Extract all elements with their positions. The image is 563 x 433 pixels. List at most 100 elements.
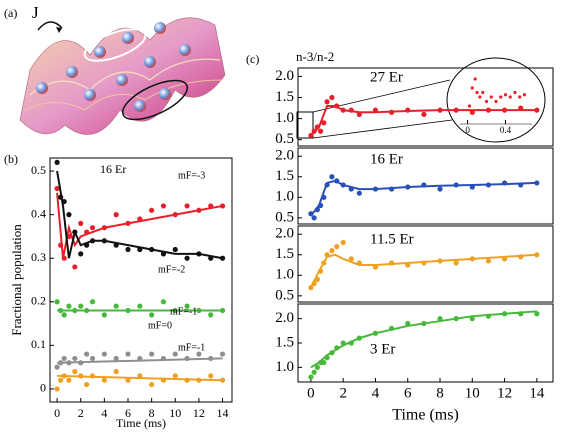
y-tick-label: 2.0 <box>275 226 294 242</box>
x-tick-label: 6 <box>125 406 131 420</box>
data-point <box>485 107 492 113</box>
data-point <box>89 373 96 379</box>
data-point <box>481 90 485 95</box>
data-point <box>324 99 330 105</box>
panel-label: (c) <box>246 52 259 66</box>
data-point <box>219 203 226 209</box>
data-point <box>172 246 178 253</box>
data-point <box>340 340 346 346</box>
annotation: 16 Er <box>370 151 403 167</box>
data-point <box>137 355 143 362</box>
data-point <box>348 107 354 113</box>
data-point <box>72 229 78 235</box>
data-point <box>489 95 493 99</box>
data-point <box>324 252 330 258</box>
data-point <box>518 311 524 317</box>
data-point <box>208 355 214 362</box>
data-point <box>54 159 60 165</box>
data-point <box>101 377 107 383</box>
x-tick-label: 14 <box>529 385 545 401</box>
data-point <box>437 258 443 264</box>
data-point <box>58 307 64 314</box>
data-point <box>208 373 214 379</box>
data-point <box>405 107 411 113</box>
plot-frame <box>49 157 233 403</box>
data-point <box>149 207 155 213</box>
data-point <box>534 311 540 317</box>
data-point <box>475 90 479 95</box>
data-point <box>84 381 90 388</box>
data-point <box>72 368 78 375</box>
data-point <box>485 313 492 319</box>
series-label: mF=-3 <box>178 170 205 181</box>
data-point <box>329 94 335 101</box>
x-tick-label: 2 <box>78 406 84 420</box>
data-point <box>58 194 64 200</box>
data-point <box>219 307 226 314</box>
data-point <box>534 252 540 258</box>
x-tick-label: 14 <box>217 406 229 420</box>
data-point <box>469 109 475 115</box>
data-point <box>518 95 522 99</box>
data-point <box>125 220 131 226</box>
data-point <box>478 95 482 99</box>
data-point <box>329 248 335 254</box>
y-tick-label: 1.5 <box>275 246 294 262</box>
data-point <box>66 360 72 366</box>
x-tick-label: 12 <box>193 406 205 420</box>
data-point <box>372 264 379 270</box>
y-tick-label: 0.5 <box>275 131 294 147</box>
data-point <box>485 182 492 188</box>
data-point <box>534 180 540 186</box>
annotation: 16 Er <box>100 162 126 176</box>
data-point <box>518 182 524 188</box>
data-point <box>494 99 498 104</box>
data-point <box>208 203 214 209</box>
data-point <box>160 355 167 362</box>
data-point <box>184 355 190 362</box>
data-point <box>321 120 327 126</box>
data-point <box>389 109 395 115</box>
data-point <box>184 303 190 309</box>
data-point <box>522 93 527 97</box>
data-point <box>54 386 60 392</box>
data-point <box>324 355 330 361</box>
data-point <box>78 373 84 379</box>
x-tick-label: 10 <box>465 385 480 401</box>
data-point <box>311 369 317 375</box>
data-point <box>334 345 340 351</box>
fit-line <box>56 170 223 260</box>
data-point <box>137 246 143 253</box>
data-point <box>372 186 379 192</box>
data-point <box>113 242 119 248</box>
y-tick-label: 1.0 <box>275 110 294 126</box>
data-point <box>508 95 512 99</box>
data-point <box>101 238 107 244</box>
data-point <box>389 325 395 331</box>
plot-frame <box>297 303 554 383</box>
data-point <box>72 355 78 362</box>
plot-frame <box>297 225 554 303</box>
data-point <box>208 312 214 318</box>
data-point <box>84 229 90 235</box>
y-tick-label: 0.4 <box>31 206 46 220</box>
data-point <box>321 359 327 366</box>
data-point <box>453 107 459 113</box>
data-point <box>196 251 202 257</box>
data-point <box>348 186 354 192</box>
data-point <box>314 207 320 213</box>
data-point <box>453 182 459 188</box>
data-point <box>101 225 107 231</box>
data-point <box>421 111 427 117</box>
data-point <box>172 307 178 314</box>
data-point <box>317 268 324 274</box>
data-point <box>196 351 202 357</box>
data-point <box>208 255 214 261</box>
y-tick-label: 2.0 <box>275 310 294 326</box>
data-point <box>58 360 64 366</box>
data-point <box>184 203 190 209</box>
series-label: mF=-1 <box>170 306 197 317</box>
data-point <box>125 246 131 253</box>
data-point <box>184 377 190 383</box>
data-point <box>437 186 443 192</box>
